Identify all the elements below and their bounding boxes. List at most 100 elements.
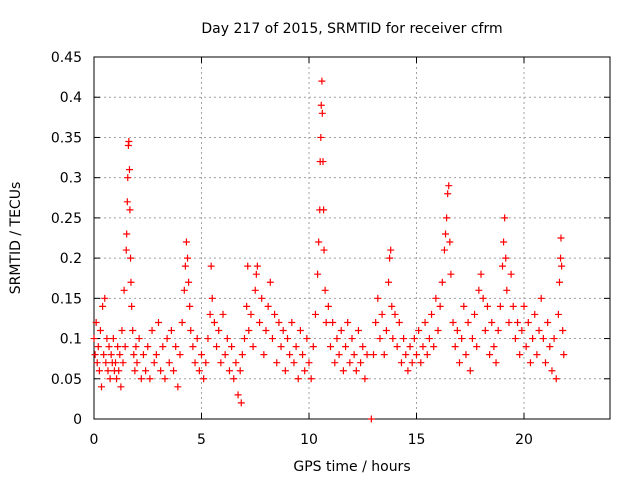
data-point [102,359,110,367]
data-point [430,343,438,351]
data-point [477,270,485,278]
x-tick-labels: 0 5 10 15 20 [90,432,533,448]
data-point [99,302,107,310]
data-point [200,375,208,383]
data-point [370,351,377,359]
data-point [531,310,539,318]
data-point [385,278,393,286]
data-point [131,367,139,375]
data-point [462,351,470,359]
data-point [230,375,238,383]
data-point [281,367,289,375]
data-point [148,327,156,335]
data-point [363,351,371,359]
data-point [318,109,326,117]
data-point [176,351,184,359]
data-point [93,359,101,367]
data-point [397,359,405,367]
data-point [386,254,394,262]
data-point [187,327,195,335]
data-point [236,367,244,375]
data-point [142,367,150,375]
data-point [307,375,315,383]
data-point [524,318,532,326]
data-point [410,335,418,343]
data-point [244,262,252,270]
data-point [241,335,248,343]
data-point [507,270,515,278]
data-point [329,318,337,326]
data-point [129,327,137,335]
chart-title: Day 217 of 2015, SRMTID for receiver cfr… [201,21,502,37]
data-point [502,254,510,262]
data-point [456,359,463,367]
data-point [322,318,330,326]
data-points [90,77,568,423]
data-point [266,278,274,286]
data-point [271,310,279,318]
data-point [118,327,126,335]
data-point [181,262,189,270]
data-point [195,367,203,375]
data-point [548,367,556,375]
data-point [193,335,201,343]
data-point [115,367,123,375]
data-point [518,327,526,335]
data-point [419,343,427,351]
data-point [245,327,253,335]
data-point [516,351,524,359]
data-point [432,294,440,302]
data-point [560,351,568,359]
data-point [309,343,317,351]
data-point [144,343,152,351]
y-tick-label: 0.25 [51,211,82,227]
data-point [314,270,322,278]
data-point [152,351,160,359]
data-point [395,318,403,326]
data-point [277,343,285,351]
data-point [372,318,380,326]
data-point [279,327,287,335]
data-point [275,318,283,326]
data-point [425,335,433,343]
data-point [186,302,194,310]
data-point [526,359,534,367]
data-point [555,278,563,286]
data-point [150,359,158,367]
y-tick-label: 0.35 [51,130,82,146]
data-point [539,335,547,343]
data-point [444,190,452,198]
data-point [483,302,491,310]
data-point [447,270,455,278]
y-tick-label: 0 [73,412,82,428]
data-point [346,359,354,367]
data-point [520,302,528,310]
data-point [321,286,329,294]
data-point [453,327,461,335]
data-point [382,327,390,335]
data-point [128,302,136,310]
data-point [159,343,167,351]
data-point [91,351,99,359]
data-point [182,238,190,246]
data-point [533,351,541,359]
x-tick-label: 0 [90,432,99,448]
data-point [471,310,479,318]
data-point [146,375,154,383]
data-point [90,335,98,343]
data-point [210,318,218,326]
data-point [232,359,240,367]
data-point [105,343,113,351]
data-point [107,351,115,359]
data-point [292,343,300,351]
data-point [135,335,143,343]
data-point [318,77,326,85]
data-point [123,198,131,206]
data-point [542,359,549,367]
y-tick-label: 0.15 [51,291,82,307]
data-point [123,230,131,238]
data-point [133,359,141,367]
data-point [137,375,145,383]
data-point [260,351,268,359]
data-point [301,367,309,375]
